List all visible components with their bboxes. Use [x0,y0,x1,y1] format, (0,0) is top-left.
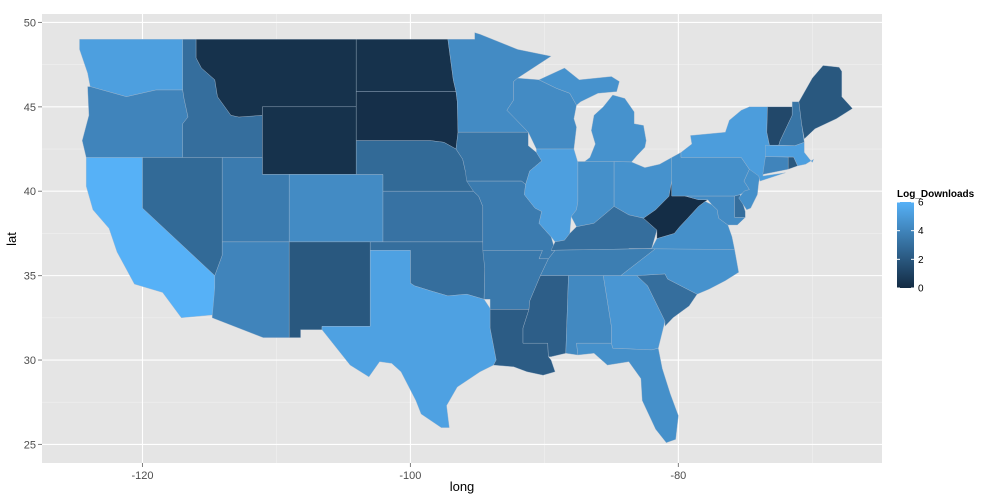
state-mississippi [522,275,569,357]
legend-tick-label: 4 [918,226,924,237]
y-tick-label: 30 [24,355,36,367]
state-kansas [382,190,484,243]
y-tick-label: 35 [24,271,36,283]
state-florida [576,342,679,443]
state-rhode-island [787,156,798,170]
state-colorado [288,174,384,243]
states-layer [79,32,853,443]
state-michigan [577,94,647,163]
y-tick-label: 25 [24,439,36,451]
state-wyoming [262,106,357,175]
y-axis-ticks: 25 30 35 40 45 50 [24,17,42,451]
y-tick-label: 50 [24,17,36,29]
state-pennsylvania [671,151,750,197]
legend-ticks: 0 2 4 6 [897,198,924,295]
x-tick-label: -120 [131,470,153,482]
legend-tick-label: 2 [918,255,924,266]
state-north-dakota [355,39,457,92]
legend: Log_Downloads 0 2 4 6 [897,189,975,295]
x-axis-ticks: -120 -100 -80 [131,463,686,482]
state-new-mexico [288,241,371,338]
state-maine [798,65,853,140]
state-michigan [538,67,620,106]
x-tick-label: -80 [670,470,686,482]
state-texas [321,250,497,428]
legend-title: Log_Downloads [897,189,975,200]
y-axis-title: lat [4,232,19,246]
state-west-virginia [643,181,709,239]
x-axis-title: long [450,479,475,494]
legend-tick-label: 0 [918,284,924,295]
y-tick-label: 40 [24,186,36,198]
legend-colorbar [897,202,914,288]
legend-tick-label: 6 [918,198,924,209]
x-tick-label: -100 [399,470,421,482]
state-oregon [81,86,189,158]
y-tick-label: 45 [24,102,36,114]
